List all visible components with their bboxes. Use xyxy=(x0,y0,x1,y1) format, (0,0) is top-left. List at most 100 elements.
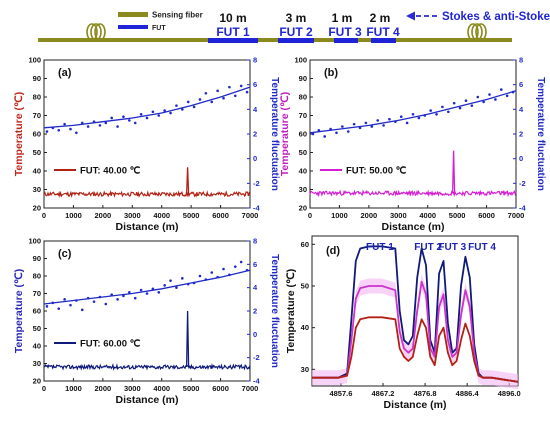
legend-fut-label: FUT xyxy=(152,25,166,32)
y2-tick-label: 8 xyxy=(519,56,523,65)
fluctuation-point xyxy=(104,302,108,306)
fluctuation-point xyxy=(104,121,108,125)
fluctuation-point xyxy=(145,292,149,295)
fluctuation-point xyxy=(405,121,409,125)
x-axis-label: Distance (m) xyxy=(381,221,444,233)
y2-tick-label: 6 xyxy=(519,80,523,89)
fut4-name: FUT 4 xyxy=(366,25,400,39)
fluctuation-point xyxy=(429,109,432,112)
y-tick-label: 90 xyxy=(33,254,41,263)
temperature-trace xyxy=(309,189,517,198)
x-tick-label: 0 xyxy=(42,211,46,220)
fluctuation-point xyxy=(376,119,379,122)
fluctuation-point xyxy=(341,125,344,128)
y-tick-label: 100 xyxy=(28,237,41,246)
x-tick-label: 6000 xyxy=(212,211,229,220)
fluctuation-point xyxy=(151,110,155,114)
y-tick-label: 90 xyxy=(33,74,41,83)
x-tick-label: 7000 xyxy=(242,384,259,393)
panel-label: (d) xyxy=(326,245,340,257)
y2-tick-label: -2 xyxy=(253,353,260,362)
fluctuation-point xyxy=(216,89,219,93)
y-tick-label: 70 xyxy=(33,289,41,298)
fluctuation-point xyxy=(80,308,84,312)
fluctuation-point xyxy=(239,84,243,88)
y2-axis-label: Temperature fluctuation xyxy=(535,77,546,191)
y-axis-label: Temperature (℃) xyxy=(13,92,25,177)
y2-tick-label: 4 xyxy=(253,105,258,114)
fluctuation-point xyxy=(45,305,49,308)
stokes-label: Stokes & anti-Stokes xyxy=(442,11,550,23)
fut1-name: FUT 1 xyxy=(216,25,250,39)
fluctuation-point xyxy=(98,124,102,127)
y2-tick-label: 6 xyxy=(253,260,257,269)
y2-tick-label: -2 xyxy=(519,179,526,188)
fluctuation-point xyxy=(157,114,161,117)
fluctuation-point xyxy=(63,122,66,126)
x-tick-label: 6000 xyxy=(212,384,229,393)
fluctuation-point xyxy=(45,130,49,133)
fluctuation-point xyxy=(139,288,143,292)
x-tick-label: 5000 xyxy=(183,384,200,393)
fluctuation-point xyxy=(57,129,61,132)
fut3-name: FUT 3 xyxy=(328,25,362,39)
fluctuation-point xyxy=(175,286,178,289)
fut-annotation: FUT 3 xyxy=(438,242,466,253)
y-tick-label: 40 xyxy=(301,323,309,332)
y-axis-label: Temperature (℃) xyxy=(13,269,25,354)
series-line-1 xyxy=(312,245,519,383)
legend-sensing-label: Sensing fiber xyxy=(152,11,203,20)
fluctuation-point xyxy=(335,131,338,135)
fluctuation-point xyxy=(75,131,78,135)
fluctuation-point xyxy=(245,90,249,94)
temperature-trace xyxy=(43,189,251,199)
y2-axis-label: Temperature fluctuation xyxy=(269,77,280,191)
fluctuation-point xyxy=(57,307,61,310)
fluctuation-point xyxy=(488,93,491,96)
panel-label: (a) xyxy=(58,67,72,79)
y2-tick-label: -4 xyxy=(253,377,260,386)
y-tick-label: 30 xyxy=(33,185,41,194)
fut-annotation: FUT 4 xyxy=(468,242,496,253)
x-tick-label: 2000 xyxy=(95,384,112,393)
temperature-trace xyxy=(43,362,251,371)
fluctuation-point xyxy=(370,125,374,128)
fluctuation-point xyxy=(364,121,368,125)
x-tick-label: 4876.8 xyxy=(414,389,437,398)
fluctuation-point xyxy=(181,108,184,111)
x-tick-label: 4000 xyxy=(153,384,170,393)
x-axis-label: Distance (m) xyxy=(115,221,178,233)
y2-tick-label: -4 xyxy=(253,204,260,213)
y-tick-label: 50 xyxy=(301,282,309,291)
x-tick-label: 4896.0 xyxy=(498,389,521,398)
fluctuation-point xyxy=(198,98,202,101)
x-tick-label: 7000 xyxy=(508,211,525,220)
fluctuation-point xyxy=(133,121,137,125)
fluctuation-point xyxy=(69,303,72,307)
x-tick-label: 4000 xyxy=(153,211,170,220)
y-tick-label: 50 xyxy=(33,148,41,157)
fluctuation-point xyxy=(169,111,172,115)
legend-label: FUT: 40.00 ℃ xyxy=(80,166,141,177)
fluctuation-point xyxy=(80,121,84,125)
y2-tick-label: 6 xyxy=(253,80,257,89)
fluctuation-point xyxy=(323,135,327,138)
x-tick-label: 1000 xyxy=(65,384,82,393)
legend-fut-swatch xyxy=(118,25,148,29)
fluctuation-point xyxy=(447,110,450,114)
legend-sensing-swatch xyxy=(118,12,148,17)
fluctuation-point xyxy=(317,129,321,132)
fut3-segment xyxy=(334,38,358,43)
fluctuation-point xyxy=(163,284,166,287)
fluctuation-point xyxy=(233,94,237,98)
fluctuation-point xyxy=(145,116,149,120)
fluctuation-point xyxy=(417,116,421,120)
legend-label: FUT: 60.00 ℃ xyxy=(80,339,141,350)
fut-annotation: FUT 2 xyxy=(414,242,442,253)
y-tick-label: 60 xyxy=(299,130,307,139)
left-arrow-icon xyxy=(406,11,438,21)
right-fiber-coil-icon xyxy=(467,23,487,41)
